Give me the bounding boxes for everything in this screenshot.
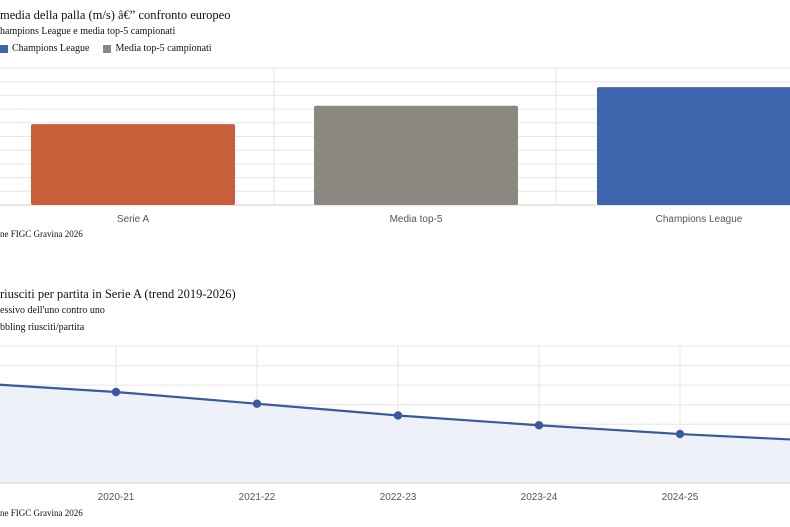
data-point xyxy=(252,399,262,408)
x-tick-label: Champions League xyxy=(656,214,743,225)
data-point xyxy=(534,421,544,430)
data-point xyxy=(111,387,121,397)
legend-item-media-top5[interactable]: Media top-5 campionati xyxy=(103,43,212,54)
x-tick-label: 2020-21 xyxy=(98,492,135,503)
x-tick-label: 2022-23 xyxy=(380,492,417,503)
legend-label-champions-league: Champions League xyxy=(12,43,90,54)
chart1-subtitle: hampions League e media top-5 campionati xyxy=(0,26,176,37)
bar-media-top-5 xyxy=(314,105,518,205)
legend-swatch-media-top5 xyxy=(103,44,112,53)
chart1-source: ne FIGC Gravina 2026 xyxy=(0,229,83,239)
bar-chart: Serie A Media top-5 Champions League xyxy=(0,67,790,225)
legend-label-media-top5: Media top-5 campionati xyxy=(115,43,212,54)
x-tick-label: Serie A xyxy=(117,214,150,225)
x-tick-label: 2024-25 xyxy=(662,492,699,503)
legend-swatch-champions-league xyxy=(0,44,8,53)
line-area xyxy=(0,384,790,483)
x-tick-label: 2023-24 xyxy=(521,492,558,503)
chart2-source: ne FIGC Gravina 2026 xyxy=(0,508,83,518)
chart1-legend: Champions League Media top-5 campionati xyxy=(0,43,226,54)
chart2-title: riusciti per partita in Serie A (trend 2… xyxy=(0,287,236,301)
data-point xyxy=(675,429,685,439)
x-tick-label: 2021-22 xyxy=(239,492,276,503)
chart2-ylabel: bbling riusciti/partita xyxy=(0,322,85,333)
chart1-title: media della palla (m/s) â€” confronto eu… xyxy=(0,8,231,22)
data-point xyxy=(393,411,403,420)
chart2-subtitle: essivo dell'uno contro uno xyxy=(0,305,105,316)
bar-serie-a xyxy=(31,124,235,205)
bar-champions-league xyxy=(597,87,790,205)
legend-item-champions-league[interactable]: Champions League xyxy=(0,43,89,54)
x-tick-label: Media top-5 xyxy=(390,214,443,225)
line-chart: 2020-21 2021-22 2022-23 2023-24 2024-25 xyxy=(0,345,790,503)
